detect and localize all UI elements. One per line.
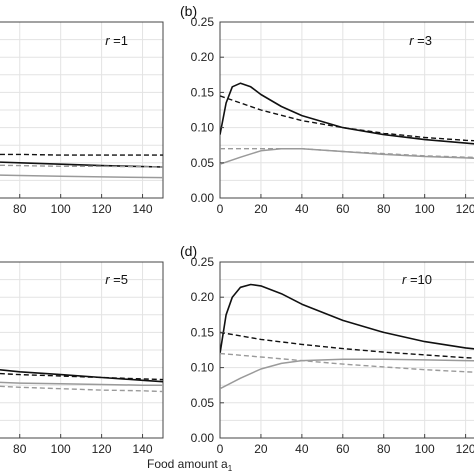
x-tick-label: 120 [92, 442, 112, 456]
x-axis-label: Food amount a1 [147, 457, 233, 473]
panels-group: 080100120140r =1020406080100120140.000.0… [0, 3, 474, 456]
panel-label: (d) [180, 243, 197, 259]
series-line-dashed-gray [220, 147, 474, 159]
x-tick-label: 100 [415, 442, 435, 456]
series-lines [220, 82, 474, 165]
y-tick-labels: 0.00 0.05 0.10 0.15 0.20 0.25 [191, 15, 224, 205]
panel-label: (b) [180, 3, 197, 19]
y-tick-label: 0.20 [191, 290, 215, 304]
x-tick-labels: 02040608010012014 [217, 194, 474, 216]
panel-2: 020406080100120140.000.050.100.150.200.2… [180, 3, 474, 216]
y-tick-label: 0.20 [191, 50, 215, 64]
x-tick-label: 100 [415, 202, 435, 216]
x-tick-label: 140 [133, 202, 153, 216]
panel-1: 080100120140r =1 [0, 21, 164, 216]
x-tick-label: 100 [51, 202, 71, 216]
gridlines [220, 22, 474, 198]
x-tick-label: 80 [377, 442, 391, 456]
x-tick-label: 100 [51, 442, 71, 456]
x-tick-label: 120 [456, 442, 474, 456]
x-tick-label: 80 [13, 202, 27, 216]
y-tick-label: 0.10 [191, 121, 215, 135]
x-tick-label: 120 [456, 202, 474, 216]
plot-frame [0, 261, 164, 439]
series-line-dashed-gray [220, 352, 474, 373]
x-tick-labels: 080100120140 [13, 194, 153, 216]
series-lines [0, 153, 163, 179]
x-tick-label: 140 [133, 442, 153, 456]
series-line-dashed-gray [0, 385, 163, 393]
x-tick-label: 60 [336, 202, 350, 216]
y-tick-label: 0.00 [191, 191, 215, 205]
series-line-solid-gray [0, 381, 163, 386]
gridlines [220, 262, 474, 438]
series-line-dashed-black [0, 372, 163, 381]
r-parameter-label: r =5 [105, 272, 128, 287]
x-tick-label: 0 [217, 202, 224, 216]
y-tick-label: 0.25 [191, 15, 215, 29]
x-tick-label: 80 [13, 442, 27, 456]
series-line-solid-gray [0, 174, 163, 179]
series-lines [0, 368, 163, 393]
panel-3: 080100120140r =5 [0, 261, 164, 456]
y-tick-label: 0.15 [191, 325, 215, 339]
x-tick-label: 20 [254, 202, 268, 216]
y-tick-label: 0.25 [191, 255, 215, 269]
x-tick-labels: 080100120140 [13, 434, 153, 456]
series-line-dashed-black [220, 331, 474, 359]
y-tick-label: 0.15 [191, 85, 215, 99]
x-axis-label-main: Food amount a [147, 457, 228, 471]
series-line-dashed-black [0, 153, 163, 156]
series-line-solid-black [220, 82, 474, 145]
r-parameter-label: r =1 [105, 33, 128, 48]
y-tick-label: 0.05 [191, 396, 215, 410]
r-parameter-label: r =10 [402, 272, 432, 287]
gridlines [0, 22, 163, 198]
x-axis-label-sub: 1 [228, 464, 233, 473]
series-line-solid-black [0, 368, 163, 383]
x-tick-label: 0 [217, 442, 224, 456]
y-tick-label: 0.05 [191, 156, 215, 170]
x-tick-label: 40 [295, 442, 309, 456]
plot-frame [0, 21, 164, 199]
y-tick-labels: 0.00 0.05 0.10 0.15 0.20 0.25 [191, 255, 224, 445]
series-line-solid-black [0, 161, 163, 168]
series-line-solid-gray [220, 358, 474, 390]
series-lines [220, 283, 474, 390]
x-tick-label: 80 [377, 202, 391, 216]
gridlines [0, 262, 163, 438]
r-parameter-label: r =3 [409, 33, 432, 48]
x-tick-label: 120 [92, 202, 112, 216]
plot-frame [219, 21, 474, 199]
y-tick-label: 0.00 [191, 431, 215, 445]
panel-4: 020406080100120140.000.050.100.150.200.2… [180, 243, 474, 456]
series-line-dashed-black [220, 95, 474, 142]
x-tick-label: 60 [336, 442, 350, 456]
series-line-solid-black [220, 283, 474, 354]
x-tick-labels: 02040608010012014 [217, 434, 474, 456]
y-tick-label: 0.10 [191, 361, 215, 375]
x-tick-label: 40 [295, 202, 309, 216]
x-tick-label: 20 [254, 442, 268, 456]
